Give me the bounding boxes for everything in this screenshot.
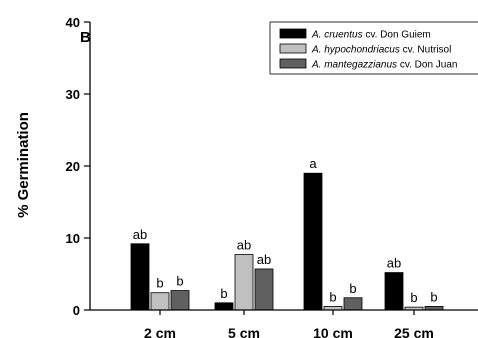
significance-label: b: [349, 281, 356, 296]
x-tick-label: 25 cm: [394, 325, 434, 338]
significance-label: ab: [133, 227, 147, 242]
bar-5cm-series2: [234, 254, 254, 311]
y-tick-label: 10: [66, 231, 80, 246]
legend: A. cruentus cv. Don Guiem A. hypochondria…: [269, 21, 478, 75]
x-tick-label: 10 cm: [313, 325, 353, 338]
legend-entry: A. hypochondriacus cv. Nutrisol: [311, 45, 451, 56]
x-tick-label: 5 cm: [228, 325, 260, 338]
significance-label: b: [176, 274, 183, 289]
significance-label: b: [329, 289, 336, 304]
significance-label: b: [410, 290, 417, 305]
significance-label: b: [156, 276, 163, 291]
y-tick-label: 30: [66, 87, 80, 102]
bar-2cm-series1: [130, 243, 150, 311]
y-tick-label: 20: [66, 159, 80, 174]
bar-10cm-series1: [303, 172, 323, 311]
significance-label: ab: [257, 252, 271, 267]
legend-swatch: [279, 43, 307, 54]
y-tick-label: 0: [73, 303, 80, 318]
significance-label: ab: [237, 238, 251, 253]
bar-2cm-series2: [150, 292, 170, 311]
legend-entry: A. mantegazzianus cv. Don Juan: [311, 60, 457, 71]
y-tick-label: 40: [66, 15, 80, 30]
y-axis-title: % Germination: [15, 112, 32, 218]
significance-label: ab: [387, 256, 401, 271]
panel-label: B: [80, 29, 91, 46]
x-tick-label: 2 cm: [144, 325, 176, 338]
significance-label: b: [430, 289, 437, 304]
bar-25cm-series1: [384, 272, 404, 311]
legend-entry: A. cruentus cv. Don Guiem: [311, 30, 431, 41]
bar-2cm-series3: [170, 290, 190, 311]
bar-10cm-series3: [343, 297, 363, 311]
legend-swatch: [279, 28, 307, 39]
significance-label: b: [220, 286, 227, 301]
legend-swatch: [279, 58, 307, 69]
bar-5cm-series3: [254, 268, 274, 311]
significance-label: a: [309, 156, 317, 171]
bar-5cm-series1: [214, 302, 234, 311]
